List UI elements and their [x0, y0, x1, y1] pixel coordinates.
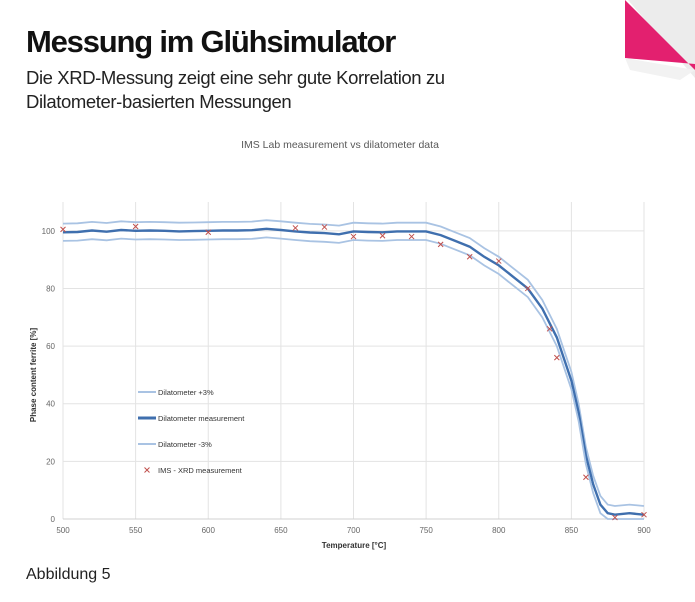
xrd-point: [321, 224, 328, 230]
y-tick-label: 80: [46, 284, 55, 293]
y-tick-label: 100: [42, 227, 56, 236]
xrd-point: [205, 229, 212, 236]
legend-label: IMS - XRD measurement: [158, 466, 243, 475]
xrd-point: [60, 226, 66, 233]
x-tick-label: 550: [129, 526, 143, 535]
legend-label: Dilatometer +3%: [158, 388, 214, 397]
xrd-point: [495, 258, 502, 264]
x-tick-label: 850: [565, 526, 579, 535]
legend-label: Dilatometer measurement: [158, 414, 245, 423]
xrd-point: [466, 253, 473, 260]
series-line-2: [62, 236, 644, 520]
xrd-point: [437, 241, 444, 248]
x-tick-label: 800: [492, 526, 506, 535]
xrd-point: [641, 511, 647, 518]
xrd-point: [612, 514, 618, 521]
x-tick-label: 700: [347, 526, 361, 535]
x-tick-label: 750: [419, 526, 433, 535]
xrd-point: [524, 285, 531, 292]
y-tick-label: 60: [46, 342, 55, 351]
chart-title: IMS Lab measurement vs dilatometer data: [241, 139, 439, 151]
x-tick-label: 500: [56, 526, 70, 535]
xrd-point: [546, 325, 553, 332]
figure-caption: Abbildung 5: [26, 566, 111, 583]
chart-legend: Dilatometer +3% Dilatometer measurement Di…: [138, 388, 245, 475]
y-tick-label: 40: [46, 400, 55, 409]
legend-marker: [144, 467, 150, 473]
slide-subtitle: Die XRD-Messung zeigt eine sehr gute Kor…: [26, 66, 546, 114]
y-tick-label: 20: [46, 457, 55, 466]
x-tick-label: 600: [202, 526, 216, 535]
series-line-0: [62, 219, 645, 507]
x-axis-label: Temperature [°C]: [322, 541, 387, 550]
x-tick-label: 650: [274, 526, 288, 535]
corner-accent-icon: [625, 0, 695, 80]
xrd-point: [379, 232, 386, 239]
legend-label: Dilatometer -3%: [158, 440, 212, 449]
x-tick-label: 900: [637, 526, 651, 535]
xrd-point: [132, 223, 139, 230]
xrd-point: [292, 225, 299, 231]
subtitle-line-2: Dilatometer-basierten Messungen: [26, 91, 292, 112]
y-axis-label: Phase content ferrite [%]: [29, 328, 38, 423]
xrd-point: [553, 354, 560, 361]
y-tick-label: 0: [51, 515, 56, 524]
subtitle-line-1: Die XRD-Messung zeigt eine sehr gute Kor…: [26, 67, 445, 88]
series-line-1: [62, 227, 645, 516]
xrd-point: [350, 233, 357, 240]
xrd-point: [583, 474, 589, 481]
slide-title: Messung im Glühsimulator: [26, 24, 396, 59]
xrd-point: [408, 233, 415, 240]
